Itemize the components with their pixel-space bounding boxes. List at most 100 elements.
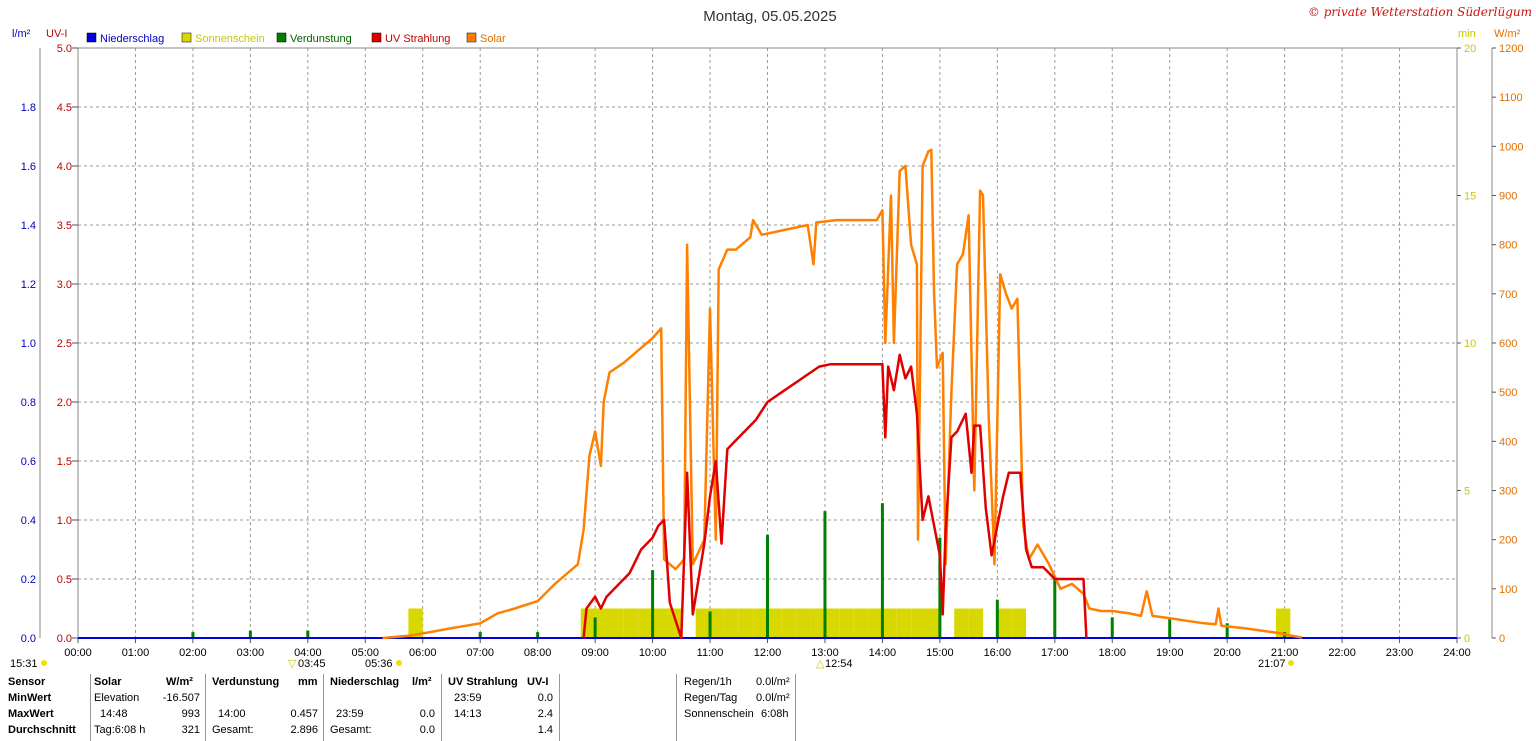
uv-tick-label: 0.5 — [57, 574, 72, 586]
x-tick-label: 17:00 — [1041, 647, 1069, 659]
x-tick-label: 15:00 — [926, 647, 954, 659]
legend-swatch — [466, 32, 477, 43]
sunshine-bar — [1011, 608, 1027, 638]
uv-line — [582, 353, 1088, 640]
sunshine-label: Sonnenschein — [684, 708, 754, 720]
solar-unit: W/m² — [166, 676, 193, 688]
table-separator — [205, 674, 206, 741]
solar-header: Solar — [94, 676, 122, 688]
precip-tick-label: 0.4 — [21, 515, 36, 527]
plot-area — [78, 148, 1457, 640]
uv-tick-label: 4.0 — [57, 161, 72, 173]
left-unit-uv: UV-I — [46, 28, 67, 40]
uv-tick-label: 1.5 — [57, 456, 72, 468]
min-marker-icon: ▽ — [288, 658, 297, 670]
legend-label: Solar — [480, 33, 506, 45]
left-unit-precip: l/m² — [12, 28, 31, 40]
verdunstung-total-value: 2.896 — [290, 724, 318, 736]
uv-max-value: 2.4 — [537, 708, 553, 720]
evaporation-bar — [191, 632, 195, 638]
sunshine-bar — [623, 608, 639, 638]
x-tick-label: 10:00 — [639, 647, 667, 659]
niederschlag-unit: l/m² — [412, 676, 432, 688]
x-tick-label: 05:00 — [352, 647, 380, 659]
sunshine-tick-label: 0 — [1464, 633, 1470, 645]
sunshine-bar — [882, 608, 897, 638]
sunshine-bar — [609, 608, 624, 638]
x-tick-label: 11:00 — [697, 647, 724, 659]
table-separator — [676, 674, 677, 741]
evaporation-bar — [880, 503, 884, 638]
evaporation-bar — [766, 534, 769, 638]
row-label-avg: Durchschnitt — [8, 724, 76, 736]
x-tick-label: 00:00 — [64, 647, 92, 659]
row-label-min: MinWert — [8, 692, 52, 704]
solar-tick-label: 700 — [1499, 289, 1517, 301]
uv-min-value: 0.0 — [537, 692, 553, 704]
x-tick-label: 22:00 — [1328, 647, 1356, 659]
niederschlag-max-time: 23:59 — [336, 708, 364, 720]
solar-min-label: Elevation — [94, 692, 140, 704]
sunshine-bar — [1276, 608, 1291, 638]
evaporation-bar — [593, 617, 597, 638]
uv-header: UV Strahlung — [448, 676, 518, 688]
sunshine-bar — [853, 608, 869, 638]
legend-swatch — [86, 32, 97, 43]
solar-tick-label: 100 — [1499, 584, 1517, 596]
x-tick-label: 13:00 — [811, 647, 839, 659]
evaporation-bar — [536, 632, 540, 638]
legend-label: Verdunstung — [290, 33, 352, 45]
chart-title: Montag, 05.05.2025 — [703, 8, 836, 25]
x-tick-label: 04:00 — [294, 647, 322, 659]
solar-tick-label: 400 — [1499, 436, 1517, 448]
precip-tick-label: 0.6 — [21, 456, 36, 468]
sunshine-bar — [997, 608, 1012, 638]
rain-1h-value: 0.0l/m² — [756, 676, 790, 688]
rain-day-value: 0.0l/m² — [756, 692, 790, 704]
moonrise-icon — [41, 660, 47, 666]
sunshine-bar — [796, 608, 811, 638]
solar-tick-label: 800 — [1499, 240, 1517, 252]
max-marker-icon: △ — [816, 658, 825, 670]
rain-1h-label: Regen/1h — [684, 676, 732, 688]
x-tick-label: 16:00 — [984, 647, 1012, 659]
x-tick-label: 24:00 — [1443, 647, 1471, 659]
uv-tick-label: 2.0 — [57, 397, 72, 409]
sunshine-bar — [868, 608, 883, 638]
solar-tick-label: 200 — [1499, 535, 1517, 547]
legend-label: UV Strahlung — [385, 33, 450, 45]
solar-tick-label: 1000 — [1499, 141, 1523, 153]
precip-tick-label: 1.6 — [21, 161, 36, 173]
evaporation-bar — [651, 570, 655, 638]
niederschlag-total-value: 0.0 — [419, 724, 435, 736]
sensor-header: Sensor — [8, 676, 46, 688]
sunshine-bar — [781, 608, 797, 638]
sunrise-label: 05:36 — [365, 658, 393, 670]
sunshine-tick-label: 15 — [1464, 191, 1476, 203]
table-separator — [323, 674, 324, 741]
uv-max-time: 14:13 — [454, 708, 482, 720]
sunshine-bar — [911, 608, 926, 638]
precip-tick-label: 1.0 — [21, 338, 36, 350]
niederschlag-total-label: Gesamt: — [330, 724, 372, 736]
table-separator — [559, 674, 560, 741]
x-tick-label: 21:00 — [1271, 647, 1299, 659]
x-tick-label: 20:00 — [1213, 647, 1241, 659]
x-tick-label: 18:00 — [1098, 647, 1126, 659]
sunrise-icon — [396, 660, 402, 666]
solar-tick-label: 1100 — [1499, 92, 1523, 104]
uv-tick-label: 5.0 — [57, 43, 72, 55]
legend-swatch — [181, 32, 192, 43]
sunshine-bar — [638, 608, 653, 638]
min-marker-label: 03:45 — [298, 658, 326, 670]
verdunstung-max-time: 14:00 — [218, 708, 246, 720]
legend-label: Sonnenschein — [195, 33, 265, 45]
sunshine-bar — [652, 608, 667, 638]
solar-max-time: 14:48 — [100, 708, 128, 720]
sunshine-bar — [753, 608, 768, 638]
precip-tick-label: 0.2 — [21, 574, 36, 586]
evaporation-bar — [478, 632, 482, 638]
evaporation-bar — [1110, 617, 1114, 638]
uv-unit: UV-I — [527, 676, 549, 688]
solar-tick-label: 900 — [1499, 191, 1517, 203]
